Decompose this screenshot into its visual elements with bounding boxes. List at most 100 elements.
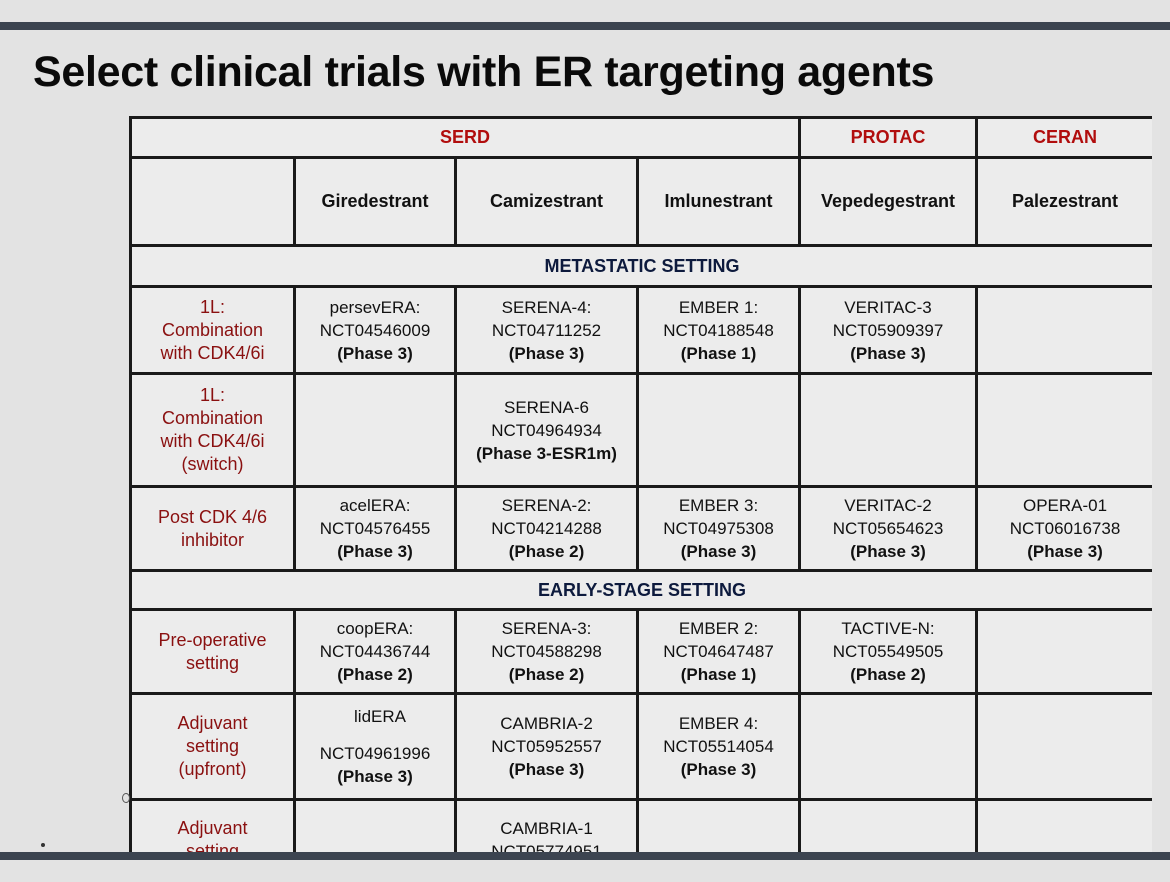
trial-nct: NCT04961996	[319, 744, 431, 763]
trial-row: Post CDK 4/6 inhibitor acelERA: NCT0457645…	[129, 485, 1152, 572]
trial-phase: (Phase 2)	[508, 665, 585, 684]
trial-cell: CAMBRIA-1 NCT05774951	[454, 798, 639, 852]
trial-phase: (Phase 3)	[508, 343, 585, 363]
section-row-early: EARLY-STAGE SETTING	[129, 569, 1152, 611]
category-protac: PROTAC	[798, 116, 979, 159]
trial-phase: (Phase 2)	[337, 665, 413, 684]
trial-phase: (Phase 3)	[337, 542, 413, 561]
row-label: 1L: Combination with CDK4/6i (switch)	[129, 372, 296, 488]
trial-nct: NCT04647487	[663, 642, 774, 661]
empty-cell	[798, 692, 979, 801]
trial-phase: (Phase 2)	[850, 665, 926, 684]
drug-header-camizestrant: Camizestrant	[454, 156, 639, 247]
trial-phase: (Phase 1)	[680, 343, 757, 363]
section-early-stage-setting: EARLY-STAGE SETTING	[129, 569, 1152, 611]
trial-cell: SERENA-4: NCT04711252 (Phase 3)	[454, 285, 639, 375]
trial-row: 1L: Combination with CDK4/6i (switch) SER…	[129, 372, 1152, 488]
trial-name: SERENA-3:	[501, 619, 592, 638]
trial-nct: NCT04436744	[319, 642, 431, 661]
trial-cell: OPERA-01 NCT06016738 (Phase 3)	[975, 485, 1152, 572]
trials-table: SERD PROTAC CERAN Giredestrant Camizestr…	[129, 116, 1152, 852]
empty-cell	[635, 372, 802, 488]
trial-name: persevERA:	[329, 297, 421, 317]
trial-name: SERENA-2:	[501, 496, 592, 515]
trial-phase: (Phase 3)	[337, 343, 413, 363]
drug-header-palezestrant: Palezestrant	[975, 156, 1152, 247]
empty-cell	[798, 372, 979, 488]
trial-cell: persevERA: NCT04546009 (Phase 3)	[293, 285, 457, 375]
drug-header-giredestrant: Giredestrant	[293, 156, 457, 247]
row-label: Post CDK 4/6 inhibitor	[129, 485, 296, 572]
trial-name: VERITAC-3	[844, 297, 932, 317]
empty-cell	[975, 692, 1152, 801]
trial-name: VERITAC-2	[844, 496, 932, 515]
trial-cell: SERENA-6 NCT04964934 (Phase 3-ESR1m)	[454, 372, 639, 488]
trial-nct: NCT06016738	[1009, 519, 1121, 538]
drug-header-row: Giredestrant Camizestrant Imlunestrant V…	[129, 156, 1152, 247]
trial-phase: (Phase 3)	[850, 343, 926, 363]
trial-cell: SERENA-3: NCT04588298 (Phase 2)	[454, 608, 639, 695]
trial-phase: (Phase 3)	[680, 542, 757, 561]
empty-cell	[293, 372, 457, 488]
row-label: 1L: Combination with CDK4/6i	[129, 285, 296, 375]
trial-nct: NCT05549505	[832, 642, 944, 661]
empty-cell	[293, 798, 457, 852]
trial-cell: VERITAC-3 NCT05909397 (Phase 3)	[798, 285, 979, 375]
trial-phase: (Phase 2)	[508, 542, 585, 561]
trial-cell: EMBER 1: NCT04188548 (Phase 1)	[635, 285, 802, 375]
trial-name: lidERA	[354, 707, 406, 726]
trial-cell: acelERA: NCT04576455 (Phase 3)	[293, 485, 457, 572]
trial-cell: CAMBRIA-2 NCT05952557 (Phase 3)	[454, 692, 639, 801]
drug-header-vepedegestrant: Vepedegestrant	[798, 156, 979, 247]
trial-name: SERENA-4:	[501, 297, 592, 317]
trial-row: Adjuvant setting (upfront) lidERA NCT04961…	[129, 692, 1152, 801]
category-header-row: SERD PROTAC CERAN	[129, 116, 1152, 159]
trial-cell: EMBER 3: NCT04975308 (Phase 3)	[635, 485, 802, 572]
bottom-border-bar	[0, 852, 1170, 860]
trial-name: CAMBRIA-2	[500, 714, 593, 733]
trial-nct: NCT04576455	[319, 519, 431, 538]
trial-cell: VERITAC-2 NCT05654623 (Phase 3)	[798, 485, 979, 572]
trial-name: TACTIVE-N:	[841, 619, 935, 638]
trial-phase: (Phase 3)	[508, 760, 585, 779]
trial-name: EMBER 1:	[678, 297, 759, 317]
trial-cell: EMBER 4: NCT05514054 (Phase 3)	[635, 692, 802, 801]
empty-cell	[975, 285, 1152, 375]
trial-nct: NCT04214288	[491, 519, 602, 538]
trial-name: CAMBRIA-1	[500, 818, 593, 838]
trial-phase: (Phase 3)	[1027, 542, 1103, 561]
trial-nct: NCT04188548	[663, 320, 774, 340]
section-metastatic-setting: METASTATIC SETTING	[129, 244, 1152, 288]
row-label: Pre-operative setting	[129, 608, 296, 695]
bullet-dot	[41, 843, 45, 847]
trial-nct: NCT04964934	[491, 420, 602, 440]
trial-nct: NCT05952557	[491, 737, 602, 756]
empty-cell	[975, 798, 1152, 852]
empty-cell	[635, 798, 802, 852]
trial-phase: (Phase 3-ESR1m)	[476, 443, 617, 463]
trial-nct: NCT04546009	[319, 320, 431, 340]
top-border-bar	[0, 22, 1170, 30]
trials-table-container: SERD PROTAC CERAN Giredestrant Camizestr…	[129, 116, 1152, 852]
trial-nct: NCT05909397	[832, 320, 944, 340]
trial-name: coopERA:	[336, 619, 414, 638]
trial-nct: NCT04711252	[491, 320, 602, 340]
trial-name: EMBER 2:	[678, 619, 759, 638]
corner-blank-cell	[129, 156, 296, 247]
trial-nct: NCT05514054	[663, 737, 774, 756]
trial-cell: EMBER 2: NCT04647487 (Phase 1)	[635, 608, 802, 695]
category-ceran: CERAN	[975, 116, 1152, 159]
trial-row: Adjuvant setting CAMBRIA-1 NCT05774951	[129, 798, 1152, 852]
empty-cell	[975, 372, 1152, 488]
row-label: Adjuvant setting (upfront)	[129, 692, 296, 801]
trial-nct: NCT05654623	[832, 519, 944, 538]
section-row-metastatic: METASTATIC SETTING	[129, 244, 1152, 288]
trial-name: acelERA:	[339, 496, 411, 515]
trial-nct: NCT04588298	[491, 642, 602, 661]
drug-header-imlunestrant: Imlunestrant	[635, 156, 802, 247]
trial-cell: SERENA-2: NCT04214288 (Phase 2)	[454, 485, 639, 572]
trial-row: Pre-operative setting coopERA: NCT04436744…	[129, 608, 1152, 695]
trial-phase: (Phase 1)	[680, 665, 757, 684]
row-label: Adjuvant setting	[129, 798, 296, 852]
slide-title: Select clinical trials with ER targeting…	[33, 48, 935, 96]
